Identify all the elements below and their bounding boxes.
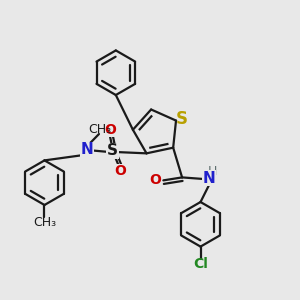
Text: O: O [115,164,127,178]
Text: O: O [150,173,162,187]
Text: H: H [208,165,218,178]
Text: N: N [202,171,215,186]
Text: S: S [176,110,188,128]
Text: O: O [104,123,116,136]
Text: S: S [107,143,118,158]
Text: Cl: Cl [193,257,208,272]
Text: CH₃: CH₃ [33,216,56,229]
Text: CH₃: CH₃ [88,123,112,136]
Text: N: N [81,142,93,157]
